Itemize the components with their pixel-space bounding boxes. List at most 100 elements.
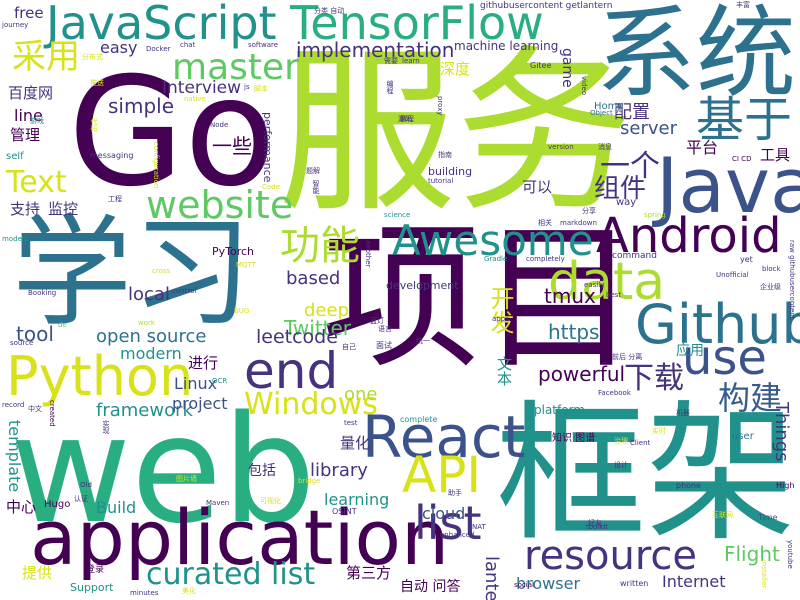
word-game: game <box>559 48 575 88</box>
word-proxy: proxy <box>436 96 444 116</box>
word-markdown: markdown <box>560 219 597 227</box>
word-data: data <box>548 252 666 312</box>
word-nat: NAT <box>472 523 486 531</box>
word-tongyi: 统一 <box>416 337 430 345</box>
word-jiqi: 机器 <box>676 409 690 417</box>
word-video: video <box>580 76 588 96</box>
word-docker: Docker <box>146 45 171 53</box>
word-gitee: Gitee <box>530 61 552 70</box>
word-models: models <box>2 235 28 243</box>
word-work: work <box>138 319 155 327</box>
word-interview: Interview <box>162 78 242 98</box>
word-configuration: configuration <box>152 142 160 189</box>
word-daima: 代码 <box>90 118 98 132</box>
word-gongcheng: 工程 <box>108 195 122 203</box>
word-gongneng: 功能 <box>280 223 360 269</box>
word-minutes: minutes <box>130 589 159 597</box>
word-client: Client <box>630 439 651 447</box>
word-haoyou: 好友 <box>588 519 602 527</box>
word-text: Text <box>6 165 67 200</box>
word-learning: learning <box>324 490 390 509</box>
word-test: test <box>344 419 358 427</box>
word-local: local <box>128 284 170 305</box>
word-kaifa: 开发 <box>486 286 514 334</box>
word-library: library <box>310 460 368 481</box>
word-project: project <box>172 394 228 413</box>
word-server: server <box>620 118 677 139</box>
word-lianghua: 量化 <box>340 434 371 452</box>
word-list: list <box>414 496 482 550</box>
word-biancheng: 编程 <box>386 80 394 94</box>
word-api: API <box>402 446 482 504</box>
word-line: line <box>14 106 43 125</box>
word-node: Node <box>210 121 229 129</box>
word-support: Support <box>70 581 114 594</box>
word-journey: journey <box>2 21 29 29</box>
word-powerful: powerful <box>538 362 626 386</box>
word-goujian: 构建 <box>718 379 783 417</box>
word-shixian: 实现 <box>102 420 110 434</box>
word-implementation: implementation <box>296 38 455 62</box>
word-landeng: 蓝灯 <box>370 317 384 325</box>
word-cross: cross <box>152 267 171 275</box>
word-based: based <box>286 268 341 289</box>
word-denglu: 登录 <box>86 565 105 575</box>
word-tupianqiang: 图片墙 <box>176 475 197 483</box>
word-deep: deep <box>304 300 349 321</box>
word-gradle: Gradle <box>484 255 508 263</box>
word-react: React <box>362 403 526 471</box>
word-hulianwang: 互联网 <box>712 511 733 519</box>
word-shendu: 深度 <box>440 60 471 78</box>
word-zhongxin: 中心 <box>6 498 37 516</box>
word-website: website <box>146 183 294 227</box>
word-osint: OSINT <box>332 507 357 516</box>
word-high: High <box>776 481 795 490</box>
word-meihua: 美化 <box>182 587 196 595</box>
word-leetcode: leetcode <box>256 326 338 348</box>
word-spring: spring <box>644 211 666 219</box>
word-awesome: Awesome <box>392 216 594 265</box>
word-fuwu: 服务 <box>278 29 634 236</box>
word-development: development <box>386 279 459 292</box>
word-build: Build <box>96 498 137 517</box>
word-de: de <box>58 321 67 329</box>
word-lantern: lantern <box>481 556 502 600</box>
word-xitong: 系统 <box>596 0 796 112</box>
word-xiazai: 下载 <box>624 361 684 396</box>
word-zhichi: 支持 <box>10 200 41 218</box>
word-ziji: 自己 <box>342 343 356 351</box>
word-control: control <box>172 287 197 295</box>
word-tigong: 提供 <box>22 564 53 582</box>
word-bug: BUG <box>234 307 250 315</box>
word-booking: Booking <box>28 289 57 297</box>
word-twitter: Twitter <box>284 316 352 340</box>
word-fenbushi: 分布式 <box>82 53 103 61</box>
word-complete: complete <box>400 415 438 424</box>
word-curated-list: curated list <box>146 557 316 592</box>
word-zhineng: 智能 <box>312 180 320 194</box>
word-windows: Windows <box>244 387 378 422</box>
word-maven: Maven <box>206 499 230 507</box>
word-jiyu: 基于 <box>696 92 793 148</box>
word-javascript: JavaScript <box>46 0 277 50</box>
word-native: native <box>184 95 206 103</box>
word-tensorflow: TensorFlow <box>290 0 544 50</box>
word-hugo: Hugo <box>44 499 71 510</box>
word-completely: completely <box>526 255 565 263</box>
word-best: best <box>606 291 622 299</box>
word-raw-githubusercontent: raw githubusercontent <box>788 240 796 320</box>
word-youxi: 游戏 <box>30 117 44 125</box>
word-application: application <box>30 493 450 582</box>
word-self: self <box>6 151 24 162</box>
word-renzheng: 认证 <box>74 495 88 503</box>
word-mqtt: MQTT <box>236 261 256 269</box>
word-jiaocheng: 教程 <box>400 115 414 123</box>
word-enhanced: enhanced <box>440 531 475 539</box>
word-easy: easy <box>100 38 138 57</box>
word-yige: 一个 <box>600 149 660 184</box>
word-version: version <box>548 143 574 151</box>
word-xiaoxi: 消息 <box>598 143 612 151</box>
word-cloud: cloud <box>422 504 466 523</box>
word-source: source <box>10 339 34 347</box>
